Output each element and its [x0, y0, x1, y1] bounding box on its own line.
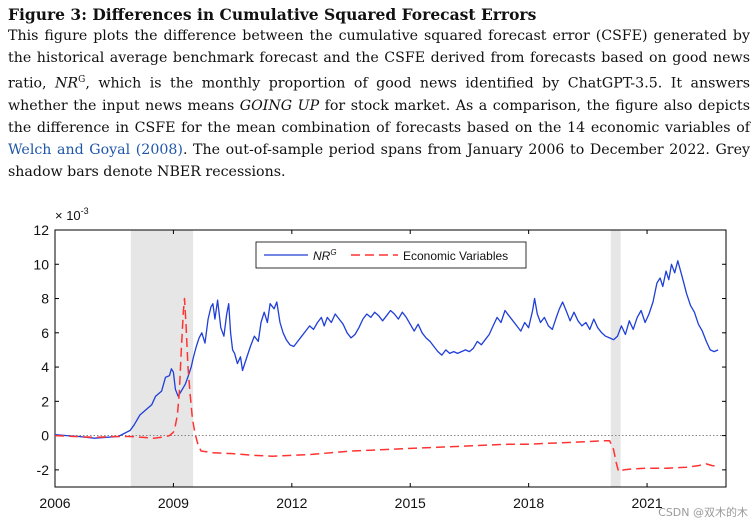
figure-label: Figure 3:: [8, 5, 87, 24]
recession-band-1: [130, 230, 194, 487]
recession-bands: [130, 230, 621, 487]
citation-paren-open: (: [130, 141, 142, 158]
y-tick-label: 8: [41, 291, 49, 307]
y-tick-label: 2: [41, 393, 49, 409]
y-tick-label: -2: [37, 462, 50, 478]
series-line-nrg: [54, 260, 719, 439]
citation-paren-close: ): [177, 141, 183, 158]
nr-superscript: G: [78, 75, 86, 85]
y-axis-scale-label: × 10-3: [55, 206, 89, 223]
x-tick-label: 2006: [39, 495, 70, 511]
x-tick-label: 2012: [276, 495, 307, 511]
description-part-4: . The out-of-sample period spans from Ja…: [8, 141, 750, 180]
x-tick-label: 2021: [631, 495, 662, 511]
citation-name: Welch and Goyal: [8, 141, 131, 158]
legend-nr-symbol: NR: [313, 249, 331, 263]
watermark: CSDN @双木的木: [658, 506, 748, 519]
figure-description: This figure plots the difference between…: [8, 25, 750, 183]
recession-band-2: [610, 230, 621, 487]
chart-legend: NRG Economic Variables: [255, 241, 527, 269]
figure-title: Figure 3: Differences in Cumulative Squa…: [8, 4, 750, 25]
x-tick-label: 2015: [395, 495, 426, 511]
y-tick-label: 12: [33, 222, 49, 238]
description-part-2: , which is the monthly proportion of goo…: [8, 75, 750, 114]
citation-link[interactable]: Welch and Goyal (2008): [8, 142, 183, 158]
y-tick-label: 6: [41, 325, 49, 341]
csfe-chart: -2 0 2 4 6 8 10 12 2006 2009 2012 2015 2018 2021 × 1…: [33, 206, 727, 511]
series-lines: [54, 260, 719, 473]
legend-nr-sup: G: [330, 248, 336, 257]
y-tick-label: 0: [41, 428, 49, 444]
y-tick-label: 4: [41, 359, 49, 375]
y-tick-label: 10: [33, 256, 49, 272]
citation-year: 2008: [141, 141, 178, 158]
italic-phrase: GOING UP: [239, 97, 320, 114]
figure-title-text: Differences in Cumulative Squared Foreca…: [92, 5, 537, 24]
y-axis-ticks: -2 0 2 4 6 8 10 12: [33, 222, 726, 478]
description-part-1: This figure plots the difference between…: [8, 28, 750, 92]
figure-caption: Figure 3: Differences in Cumulative Squa…: [8, 4, 750, 183]
series-line-economic-variables: [54, 297, 719, 473]
nr-symbol: NR: [55, 75, 79, 92]
legend-label-economic-variables: Economic Variables: [403, 249, 508, 263]
x-tick-label: 2009: [158, 495, 189, 511]
scale-base: × 10: [55, 208, 81, 223]
plot-frame: [54, 229, 727, 488]
x-axis-ticks: 2006 2009 2012 2015 2018 2021: [39, 230, 663, 511]
scale-exponent: -3: [81, 206, 89, 216]
legend-label-nrg: NRG: [313, 248, 337, 263]
x-tick-label: 2018: [513, 495, 544, 511]
description-part-3: for stock market. As a comparison, the f…: [8, 97, 750, 136]
